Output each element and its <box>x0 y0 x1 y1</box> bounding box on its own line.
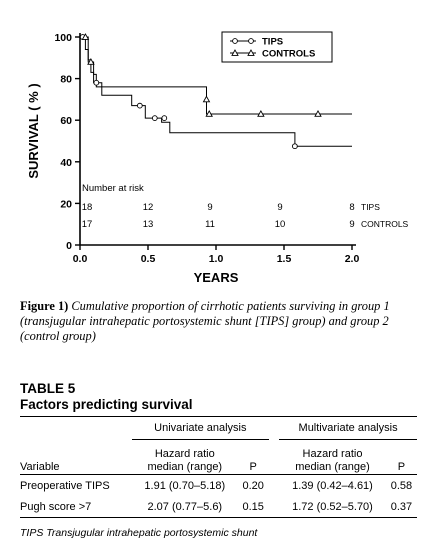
marker-controls <box>205 110 213 117</box>
at-risk-value: 17 <box>82 219 93 230</box>
at-risk-value: 10 <box>275 219 286 230</box>
x-tick-label: 0.0 <box>73 253 88 265</box>
cell-uni-hr: 1.91 (0.70–5.18) <box>144 479 226 492</box>
cell-multi-p: 0.58 <box>390 479 413 492</box>
legend-label: TIPS <box>262 37 283 48</box>
legend-marker <box>232 38 238 44</box>
col-header-variable: Variable <box>20 461 60 473</box>
cell-uni-hr: 2.07 (0.77–5.6) <box>147 500 223 513</box>
cell-variable: Pugh score >7 <box>20 500 92 513</box>
at-risk-value: 9 <box>207 202 212 213</box>
y-axis-label: SURVIVAL ( % ) <box>26 83 41 178</box>
at-risk-value: 11 <box>205 219 215 230</box>
marker-tips <box>136 102 143 109</box>
figure-caption-label: Figure 1) <box>20 299 69 313</box>
at-risk-value: 13 <box>143 219 154 230</box>
legend-label: CONTROLS <box>262 49 315 60</box>
y-tick-label: 0 <box>66 240 72 252</box>
table-title-block: TABLE 5 Factors predicting survival <box>20 381 193 413</box>
survival-chart: 0 20 40 60 80 100 0.0 0.5 1.0 1.5 2.0 YEARS SURVIVAL… <box>26 31 409 285</box>
marker-tips <box>292 143 298 150</box>
factors-table: Univariate analysis Multivariate analysi… <box>20 416 417 518</box>
col-header-hazard-multi-line1: Hazard ratio <box>302 448 363 460</box>
at-risk-value: 9 <box>349 219 354 230</box>
col-header-hazard-multi-line2: median (range) <box>295 461 370 473</box>
table-column-header-row: Variable Hazard ratio median (range) P Ha… <box>20 440 417 475</box>
y-tick-label: 20 <box>60 198 72 210</box>
x-tick-label: 1.0 <box>209 253 224 265</box>
table-label: TABLE 5 <box>20 381 76 396</box>
y-tick-label: 100 <box>54 32 72 44</box>
group-header-univariate: Univariate analysis <box>131 416 269 440</box>
marker-controls <box>87 58 95 65</box>
legend-marker <box>231 49 239 56</box>
col-header-p-multi: P <box>397 461 406 473</box>
x-axis-label: YEARS <box>194 270 239 285</box>
cell-uni-p: 0.20 <box>242 479 264 492</box>
y-tick-label: 40 <box>60 157 72 169</box>
legend-marker <box>248 38 254 44</box>
col-header-hazard-uni-line1: Hazard ratio <box>154 448 215 460</box>
cell-multi-hr: 1.72 (0.52–5.70) <box>292 500 373 513</box>
at-risk-row-label: TIPS <box>361 202 380 212</box>
table-footnote: TIPS Transjugular intrahepatic portosyst… <box>20 527 258 539</box>
table-title: Factors predicting survival <box>20 397 193 412</box>
x-tick-label: 0.5 <box>141 253 156 265</box>
marker-tips <box>151 115 158 121</box>
col-header-hazard-uni-line2: median (range) <box>147 461 223 473</box>
marker-controls <box>314 110 322 117</box>
survival-figure: 0 20 40 60 80 100 0.0 0.5 1.0 1.5 2.0 YEARS SURVIVAL… <box>26 31 409 285</box>
x-tick-label: 2.0 <box>345 253 360 265</box>
marker-tips <box>93 79 100 86</box>
at-risk-title: Number at risk <box>82 183 144 194</box>
at-risk-value: 9 <box>277 202 282 213</box>
cell-variable: Preoperative TIPS <box>20 479 110 492</box>
col-header-hazard-multi: Hazard ratio median (range) <box>279 440 386 475</box>
cell-uni-p: 0.15 <box>242 500 264 513</box>
cell-multi-hr: 1.39 (0.42–4.61) <box>292 479 373 492</box>
x-tick-label: 1.5 <box>277 253 292 265</box>
y-tick-label: 80 <box>60 74 72 86</box>
at-risk-value: 8 <box>349 202 354 213</box>
figure-caption: Figure 1) Cumulative proportion of cirrh… <box>20 299 420 344</box>
marker-tips <box>161 115 168 121</box>
cell-multi-p: 0.37 <box>390 500 413 513</box>
figure-caption-text: Cumulative proportion of cirrhotic patie… <box>20 299 390 343</box>
marker-controls <box>81 33 90 40</box>
marker-controls <box>257 110 265 117</box>
group-header-multivariate: Multivariate analysis <box>279 416 417 440</box>
at-risk-value: 12 <box>143 202 154 213</box>
marker-controls <box>202 95 211 103</box>
y-tick-label: 60 <box>60 115 72 127</box>
legend-marker <box>247 49 255 56</box>
col-header-hazard-uni: Hazard ratio median (range) <box>132 440 238 475</box>
legend-box <box>221 31 333 63</box>
table-row: Preoperative TIPS 1.91 (0.70–5.18) 0.20 … <box>20 475 417 497</box>
at-risk-value: 18 <box>82 202 93 213</box>
table-group-header-row: Univariate analysis Multivariate analysi… <box>20 416 417 440</box>
col-header-p-uni: P <box>249 461 257 473</box>
table-row: Pugh score >7 2.07 (0.77–5.6) 0.15 1.72 … <box>20 496 417 518</box>
at-risk-row-label: CONTROLS <box>361 219 409 229</box>
